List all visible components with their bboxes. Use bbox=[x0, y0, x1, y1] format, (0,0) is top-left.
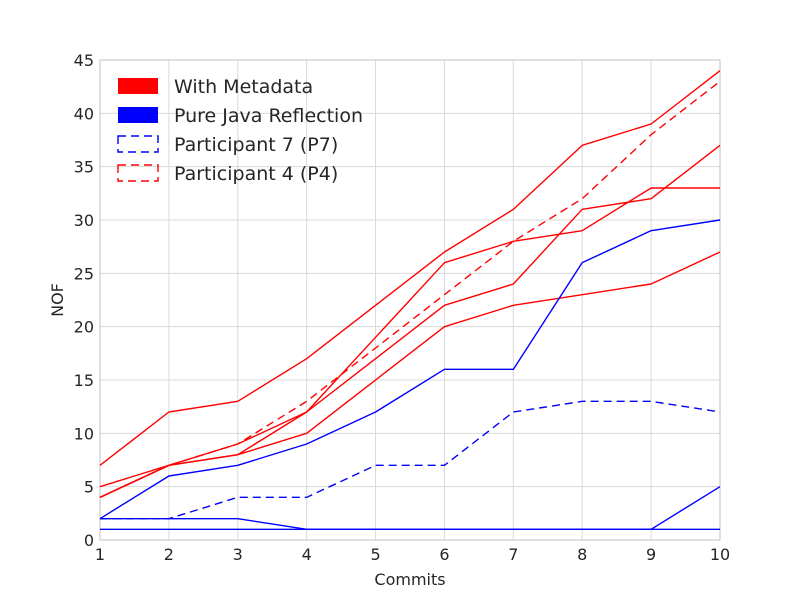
series-line-1 bbox=[99, 70, 721, 466]
legend-label: With Metadata bbox=[174, 76, 313, 98]
legend-label: Pure Java Reflection bbox=[174, 105, 363, 127]
x-tick-label: 4 bbox=[302, 545, 312, 564]
x-tick-label: 6 bbox=[439, 545, 449, 564]
x-tick-label: 10 bbox=[710, 545, 730, 564]
x-tick-label: 2 bbox=[164, 545, 174, 564]
y-tick-label: 5 bbox=[84, 478, 94, 497]
legend: With Metadata Pure Java Reflection Partici… bbox=[117, 76, 363, 185]
x-axis-ticks: 1 2 3 4 5 6 7 8 9 10 bbox=[95, 545, 730, 564]
y-axis-ticks: 0 5 10 15 20 25 30 35 40 45 bbox=[74, 51, 94, 550]
legend-swatch bbox=[117, 135, 159, 153]
series-line-6 bbox=[99, 219, 721, 520]
x-tick-label: 7 bbox=[508, 545, 518, 564]
series-line-2 bbox=[99, 187, 720, 498]
x-axis-title: Commits bbox=[374, 570, 445, 589]
y-tick-label: 30 bbox=[74, 211, 94, 230]
legend-swatch bbox=[117, 164, 159, 182]
x-tick-label: 1 bbox=[95, 545, 105, 564]
y-tick-label: 20 bbox=[74, 318, 94, 337]
x-tick-label: 9 bbox=[646, 545, 656, 564]
y-tick-label: 25 bbox=[74, 264, 94, 283]
legend-label: Participant 4 (P4) bbox=[174, 163, 338, 185]
x-tick-label: 3 bbox=[233, 545, 243, 564]
y-tick-label: 40 bbox=[74, 104, 94, 123]
y-axis-title: NOF bbox=[48, 283, 67, 317]
series-line-4 bbox=[99, 251, 721, 488]
legend-label: Participant 7 (P7) bbox=[174, 134, 338, 156]
series-lines bbox=[99, 70, 721, 531]
series-line-9 bbox=[100, 400, 721, 520]
series-line-5 bbox=[99, 80, 721, 498]
y-tick-label: 0 bbox=[84, 531, 94, 550]
y-tick-label: 45 bbox=[74, 51, 94, 70]
y-tick-label: 10 bbox=[74, 424, 94, 443]
y-tick-label: 35 bbox=[74, 158, 94, 177]
x-tick-label: 5 bbox=[370, 545, 380, 564]
y-tick-label: 15 bbox=[74, 371, 94, 390]
x-tick-label: 8 bbox=[577, 545, 587, 564]
plot-frame bbox=[99, 59, 721, 541]
legend-swatch bbox=[118, 78, 158, 94]
legend-swatch bbox=[118, 107, 158, 123]
